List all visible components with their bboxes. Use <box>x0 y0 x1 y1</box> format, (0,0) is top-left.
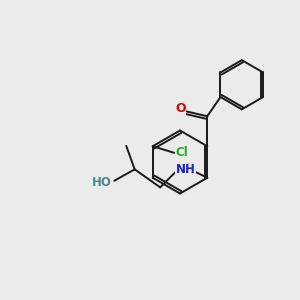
Text: NH: NH <box>176 163 196 176</box>
Text: Cl: Cl <box>176 146 189 159</box>
Text: O: O <box>175 102 186 115</box>
Text: HO: HO <box>92 176 112 189</box>
